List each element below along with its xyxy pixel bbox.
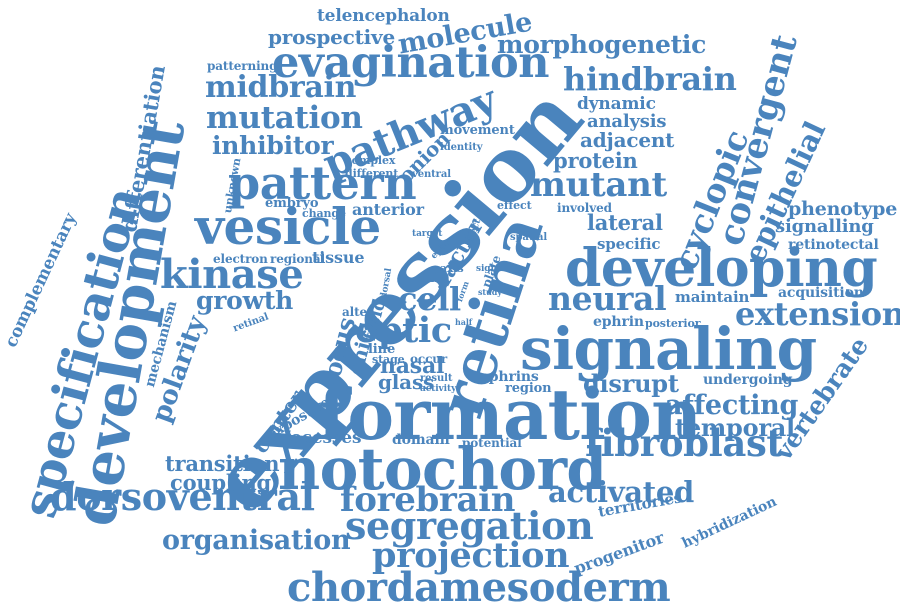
word-notochord: notochord <box>278 435 607 503</box>
word-mutant: mutant <box>530 165 667 205</box>
word-midbrain: midbrain <box>205 70 357 105</box>
word-pattern: pattern <box>228 156 417 210</box>
word-line: line <box>368 342 396 357</box>
word-dorsoventral: dorsoventral <box>50 474 315 519</box>
word-electron: electron <box>213 252 268 266</box>
word-stage: stage <box>372 353 405 366</box>
word-segregation: segregation <box>345 503 594 548</box>
word-prospective: prospective <box>268 25 395 49</box>
word-retinal: retinal <box>231 311 271 335</box>
word-anterior: anterior <box>352 200 424 219</box>
word-chordamesoderm: chordamesoderm <box>287 564 671 610</box>
word-mutation: mutation <box>206 100 363 136</box>
word-phenotype: phenotype <box>788 198 898 220</box>
word-inhibitor: inhibitor <box>212 131 334 160</box>
word-neural: neural <box>548 279 667 318</box>
word-hybridization: hybridization <box>679 493 780 552</box>
word-glass: glass <box>378 370 435 394</box>
word-ephrin: ephrin <box>593 314 644 330</box>
word-involved: involved <box>557 201 612 215</box>
word-nasal: nasal <box>380 353 445 379</box>
word-protein: protein <box>553 148 638 173</box>
word-tissue: tissue <box>312 248 365 267</box>
word-developing: developing <box>565 238 878 299</box>
word-analysis: analysis <box>587 111 667 132</box>
word-projection: projection <box>372 535 570 576</box>
word-lateral: lateral <box>587 210 663 235</box>
word-dynamic: dynamic <box>577 94 656 114</box>
word-potential: potential <box>462 436 522 450</box>
word-effect: effect <box>497 199 532 212</box>
word-change: change <box>302 207 346 220</box>
word-different: different <box>345 167 399 180</box>
word-regional: regional <box>270 252 326 266</box>
word-temporal: temporal <box>675 413 795 442</box>
word-hindbrain: hindbrain <box>563 60 737 98</box>
word-adjacent: adjacent <box>580 128 675 152</box>
word-result: result <box>420 373 453 384</box>
word-posterior: posterior <box>645 317 701 330</box>
word-activity: activity <box>420 384 457 394</box>
word-study: study <box>478 287 502 297</box>
word-optic: optic <box>355 310 452 351</box>
word-movement: movement <box>440 123 515 138</box>
word-kinase: kinase <box>160 251 304 298</box>
word-embryo: embryo <box>265 196 319 211</box>
word-signaling: signaling <box>520 315 817 383</box>
word-ephrins: ephrins <box>480 369 539 385</box>
word-target: target <box>412 229 443 239</box>
word-patterning: patterning <box>207 59 278 73</box>
word-region: region <box>505 381 552 396</box>
word-growth: growth <box>196 286 294 315</box>
word-identity: identity <box>440 142 483 153</box>
word-half: half <box>455 317 473 327</box>
word-vesicle: vesicle <box>195 197 381 256</box>
word-morphogenetic: morphogenetic <box>497 30 707 59</box>
word-signalling: signalling <box>775 216 874 237</box>
word-maintain: maintain <box>675 288 750 306</box>
word-activated: activated <box>548 475 695 509</box>
word-alter: alter <box>342 305 374 319</box>
word-signal: signal <box>476 264 507 274</box>
word-extension: extension <box>735 295 900 333</box>
word-specific: specific <box>597 235 661 253</box>
word-axis: axis <box>440 262 464 275</box>
word-acquisition: acquisition <box>778 285 864 301</box>
word-tail: tail <box>420 271 444 286</box>
word-formation: formation <box>318 373 702 456</box>
word-undergoing: undergoing <box>703 372 793 388</box>
word-organisation: organisation <box>162 525 351 556</box>
word-affecting: affecting <box>665 390 799 421</box>
word-occur: occur <box>410 352 448 366</box>
word-ventral: ventral <box>412 169 451 180</box>
word-processes: processes <box>270 428 362 448</box>
word-complex: complex <box>345 154 396 167</box>
word-disrupt: disrupt <box>583 369 679 398</box>
word-evagination: evagination <box>272 38 550 88</box>
word-fibroblast: fibroblast <box>585 421 784 465</box>
word-forebrain: forebrain <box>340 480 516 520</box>
word-coupling: coupling <box>170 470 271 495</box>
word-transition: transition <box>165 451 280 476</box>
word-spatial: spatial <box>510 232 548 243</box>
word-cell: cell <box>398 280 461 318</box>
word-domain: domain <box>392 432 450 448</box>
word-telencephalon: telencephalon <box>317 6 450 26</box>
word-retinotectal: retinotectal <box>788 237 879 253</box>
